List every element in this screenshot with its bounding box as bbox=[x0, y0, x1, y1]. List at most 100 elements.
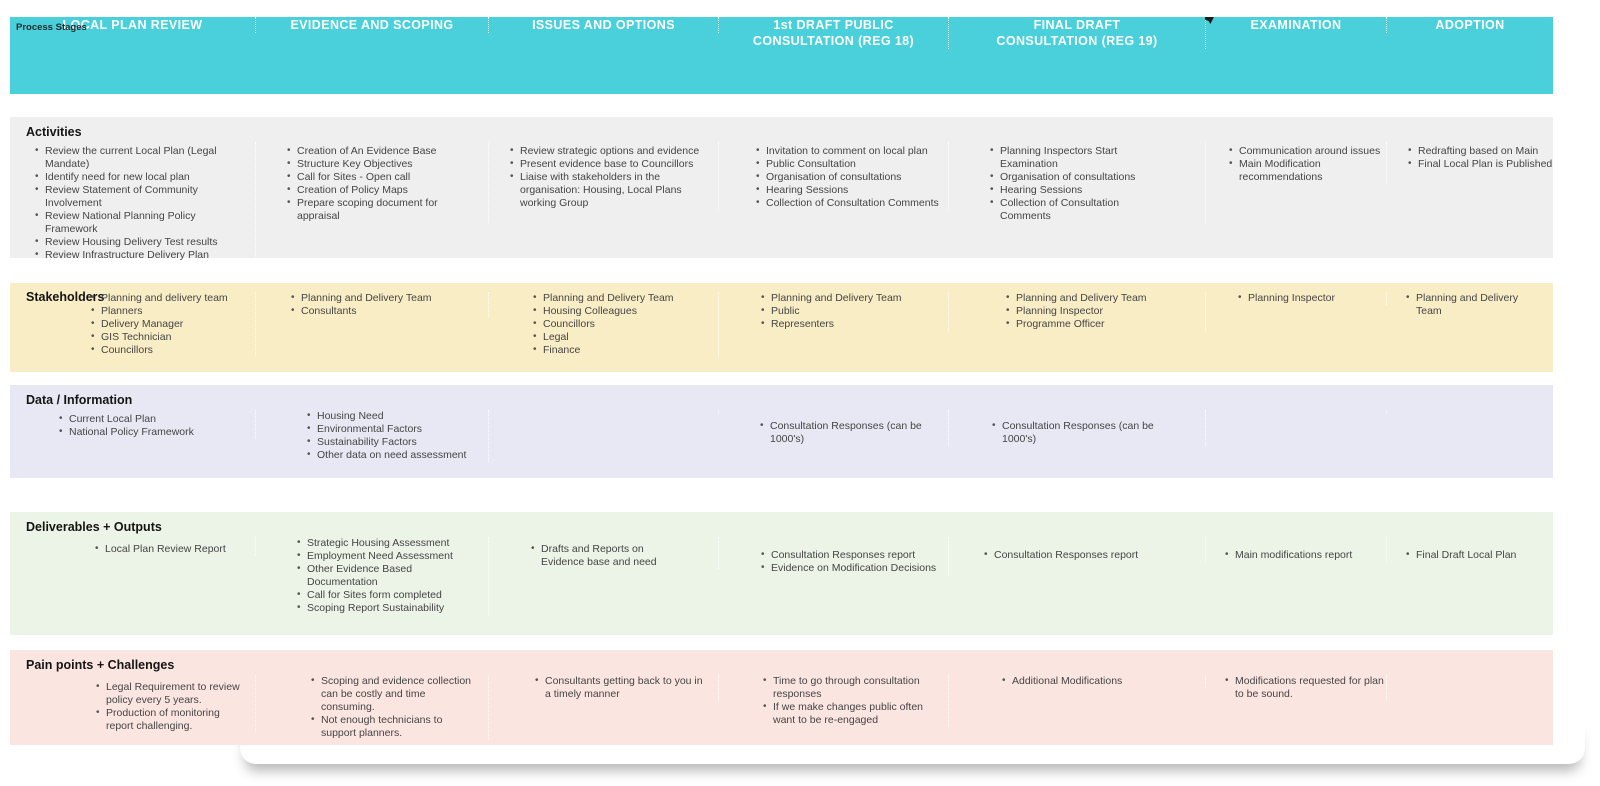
bullet-item: Liaise with stakeholders in the organisa… bbox=[509, 170, 718, 210]
bullet-item: Hearing Sessions bbox=[989, 183, 1149, 197]
bullet-item: Invitation to comment on local plan bbox=[755, 144, 940, 158]
cell-pain-c7 bbox=[1387, 675, 1553, 678]
bullet-item: Programme Officer bbox=[1005, 317, 1197, 331]
bullet-item: Other Evidence Based Documentation bbox=[296, 562, 480, 589]
bullet-item: Identify need for new local plan bbox=[34, 170, 247, 184]
cell-content-list[interactable]: Planning Inspectors Start ExaminationOrg… bbox=[949, 142, 1157, 223]
cell-pain-c4: Time to go through consultation response… bbox=[719, 674, 949, 727]
row-label-activities[interactable]: Activities bbox=[26, 125, 82, 139]
cell-content-list[interactable]: Planning and Delivery TeamHousing Collea… bbox=[489, 291, 718, 357]
cell-content-list[interactable]: Planning and Delivery TeamPlanning Inspe… bbox=[949, 291, 1205, 331]
bullet-item: Drafts and Reports on Evidence base and … bbox=[530, 542, 685, 569]
cell-content-list[interactable]: Additional Modifications bbox=[949, 674, 1205, 688]
cell-deliverables-c6: Main modifications report bbox=[1206, 537, 1387, 562]
row-label-data-information[interactable]: Data / Information bbox=[26, 393, 133, 407]
row-label-deliverables-outputs[interactable]: Deliverables + Outputs bbox=[26, 520, 162, 534]
cell-content-list[interactable]: Consultants getting back to you in a tim… bbox=[489, 674, 718, 701]
bullet-item: If we make changes public often want to … bbox=[762, 700, 940, 727]
cell-content-list[interactable]: Final Draft Local Plan bbox=[1387, 537, 1553, 562]
bullet-item: Employment Need Assessment bbox=[296, 549, 480, 563]
cell-data-c7 bbox=[1387, 410, 1553, 413]
bullet-item: Review Statement of Community Involvemen… bbox=[34, 183, 247, 210]
cell-content-list[interactable]: Creation of An Evidence BaseStructure Ke… bbox=[256, 142, 488, 223]
cell-deliverables-c4: Consultation Responses reportEvidence on… bbox=[719, 537, 949, 575]
cell-content-list[interactable]: Time to go through consultation response… bbox=[719, 674, 948, 727]
stage-header-examination[interactable]: EXAMINATION bbox=[1206, 17, 1387, 33]
process-stages-label[interactable]: Process Stages bbox=[16, 22, 87, 33]
bullet-item: Modifications requested for plan to be s… bbox=[1224, 674, 1384, 701]
stage-header-evidence-and-scoping[interactable]: EVIDENCE AND SCOPING bbox=[256, 17, 489, 33]
bullet-item: Planning and delivery team bbox=[90, 291, 247, 305]
cell-content-list[interactable]: Current Local PlanNational Policy Framew… bbox=[10, 410, 255, 439]
cell-content-list[interactable]: Planning Inspector bbox=[1206, 291, 1386, 305]
stage-header-adoption[interactable]: ADOPTION bbox=[1387, 17, 1553, 33]
bullet-item: Planning Inspector bbox=[1005, 304, 1197, 318]
cell-content-list[interactable] bbox=[1206, 410, 1386, 413]
stage-header-final-draft-consultation[interactable]: FINAL DRAFT CONSULTATION (REG 19) bbox=[949, 17, 1206, 49]
bullet-item: Planning and Delivery Team bbox=[532, 291, 710, 305]
bullet-item: Legal Requirement to review policy every… bbox=[95, 680, 247, 707]
row-activities: Activities Review the current Local Plan… bbox=[10, 117, 1553, 262]
row-pain-points-challenges: Pain points + Challenges Legal Requireme… bbox=[10, 650, 1553, 745]
bullet-item: Time to go through consultation response… bbox=[762, 674, 940, 701]
cell-content-list[interactable] bbox=[1387, 675, 1553, 678]
bullet-item: Present evidence base to Councillors bbox=[509, 157, 718, 171]
bullet-item: Planning Inspectors Start Examination bbox=[989, 144, 1149, 171]
stage-header-text: EVIDENCE AND SCOPING bbox=[290, 18, 454, 32]
bullet-item: National Policy Framework bbox=[58, 425, 247, 439]
process-stages-header-row: Process Stages LOCAL PLAN REVIEW EVIDENC… bbox=[10, 17, 1553, 94]
cell-pain-c1: Legal Requirement to review policy every… bbox=[10, 675, 256, 733]
cell-content-list[interactable]: Planning and Delivery TeamConsultants bbox=[256, 291, 488, 318]
bullet-item: Consultants getting back to you in a tim… bbox=[534, 674, 710, 701]
bullet-item: Structure Key Objectives bbox=[286, 157, 480, 171]
bullet-item: Planners bbox=[90, 304, 247, 318]
cell-content-list[interactable]: Redrafting based on MainFinal Local Plan… bbox=[1387, 142, 1553, 171]
cell-content-list[interactable]: Planning and Delivery Team bbox=[1387, 291, 1553, 318]
stage-header-text: 1st DRAFT PUBLIC CONSULTATION (REG 18) bbox=[752, 18, 915, 48]
bullet-item: Review Housing Delivery Test results bbox=[34, 235, 247, 249]
cell-content-list[interactable]: Invitation to comment on local planPubli… bbox=[719, 142, 948, 210]
cell-pain-c3: Consultants getting back to you in a tim… bbox=[489, 674, 719, 701]
cell-content-list[interactable]: Scoping and evidence collection can be c… bbox=[256, 674, 488, 740]
cell-content-list[interactable]: Review the current Local Plan (Legal Man… bbox=[10, 142, 255, 262]
cell-content-list[interactable] bbox=[1387, 410, 1553, 413]
cell-activities-c7: Redrafting based on MainFinal Local Plan… bbox=[1387, 142, 1553, 171]
row-stakeholders: Stakeholders Planning and delivery teamP… bbox=[10, 283, 1553, 372]
cell-content-list[interactable]: Drafts and Reports on Evidence base and … bbox=[489, 537, 693, 569]
cell-content-list[interactable]: Housing NeedEnvironmental FactorsSustain… bbox=[256, 409, 488, 462]
cell-content-list[interactable]: Planning and Delivery TeamPublicRepresen… bbox=[719, 291, 948, 331]
cell-stakeholders-c5: Planning and Delivery TeamPlanning Inspe… bbox=[949, 291, 1206, 331]
stage-header-text: ISSUES AND OPTIONS bbox=[532, 18, 675, 32]
cell-content-list[interactable]: Strategic Housing AssessmentEmployment N… bbox=[256, 536, 488, 615]
stage-header-local-plan-review[interactable]: LOCAL PLAN REVIEW bbox=[10, 17, 256, 33]
bullet-item: Planning and Delivery Team bbox=[290, 291, 480, 305]
cell-content-list[interactable]: Communication around issuesMain Modifica… bbox=[1206, 142, 1386, 184]
cell-content-list[interactable]: Modifications requested for plan to be s… bbox=[1206, 674, 1384, 701]
cell-content-list[interactable]: Consultation Responses (can be 1000's) bbox=[719, 410, 937, 446]
row-label-pain-points-challenges[interactable]: Pain points + Challenges bbox=[26, 658, 175, 672]
cell-content-list[interactable]: Review strategic options and evidencePre… bbox=[489, 142, 718, 210]
stage-header-1st-draft-consultation[interactable]: 1st DRAFT PUBLIC CONSULTATION (REG 18) bbox=[719, 17, 949, 49]
cell-content-list[interactable]: Legal Requirement to review policy every… bbox=[10, 675, 255, 733]
cell-data-c6 bbox=[1206, 410, 1387, 413]
bullet-item: Current Local Plan bbox=[58, 412, 247, 426]
stage-header-issues-and-options[interactable]: ISSUES AND OPTIONS bbox=[489, 17, 719, 33]
cell-content-list[interactable]: Consultation Responses (can be 1000's) bbox=[949, 410, 1169, 446]
cell-content-list[interactable]: Main modifications report bbox=[1206, 537, 1386, 562]
cell-deliverables-c2: Strategic Housing AssessmentEmployment N… bbox=[256, 536, 489, 615]
cell-content-list[interactable]: Planning and delivery teamPlannersDelive… bbox=[10, 291, 255, 357]
bullet-item: Public bbox=[760, 304, 940, 318]
bullet-item: Other data on need assessment bbox=[306, 448, 480, 462]
bullet-item: Main Modification recommendations bbox=[1228, 157, 1386, 184]
cell-content-list[interactable]: Consultation Responses report bbox=[949, 537, 1205, 562]
bullet-item: Councillors bbox=[532, 317, 710, 331]
cell-data-c4: Consultation Responses (can be 1000's) bbox=[719, 410, 949, 446]
cell-content-list[interactable]: Local Plan Review Report bbox=[10, 537, 255, 556]
row-label-stakeholders[interactable]: Stakeholders bbox=[26, 290, 105, 304]
bullet-item: Collection of Consultation Comments bbox=[989, 196, 1149, 223]
cell-deliverables-c7: Final Draft Local Plan bbox=[1387, 537, 1553, 562]
cell-content-list[interactable] bbox=[489, 410, 718, 413]
bullet-item: Additional Modifications bbox=[1001, 674, 1197, 688]
bullet-item: Consultants bbox=[290, 304, 480, 318]
cell-content-list[interactable]: Consultation Responses reportEvidence on… bbox=[719, 537, 948, 575]
